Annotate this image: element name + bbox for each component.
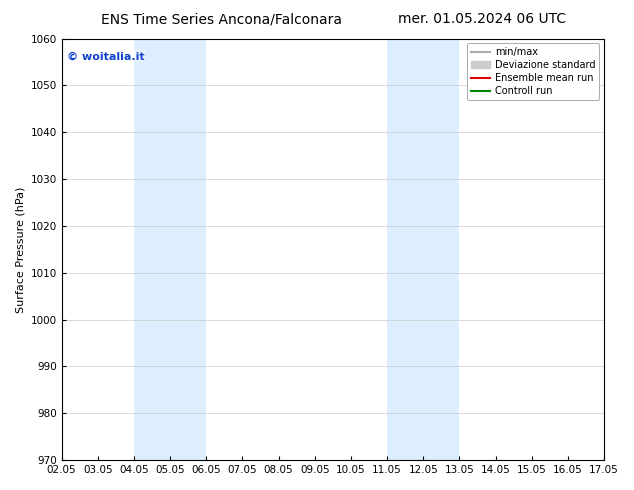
Text: ENS Time Series Ancona/Falconara: ENS Time Series Ancona/Falconara [101, 12, 342, 26]
Y-axis label: Surface Pressure (hPa): Surface Pressure (hPa) [15, 186, 25, 313]
Bar [134, 39, 206, 460]
Text: © woitalia.it: © woitalia.it [67, 51, 145, 61]
Legend: min/max, Deviazione standard, Ensemble mean run, Controll run: min/max, Deviazione standard, Ensemble m… [467, 44, 599, 100]
Text: mer. 01.05.2024 06 UTC: mer. 01.05.2024 06 UTC [398, 12, 566, 26]
Bar [387, 39, 460, 460]
